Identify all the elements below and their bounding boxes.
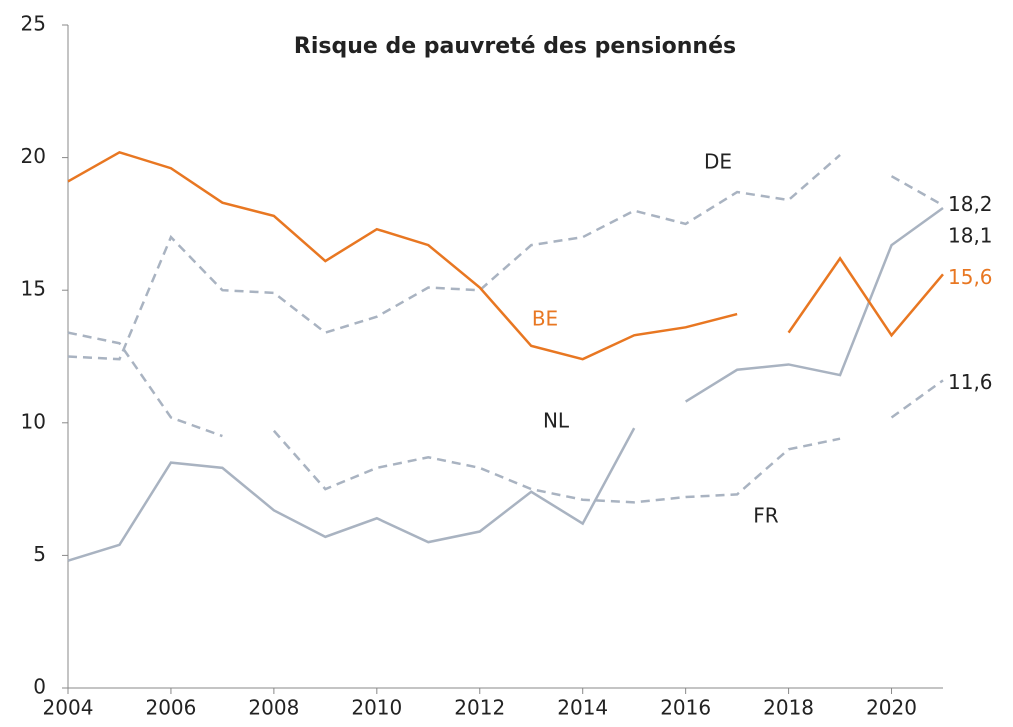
series-label: DE — [704, 150, 732, 174]
y-tick-label: 15 — [21, 277, 46, 301]
value-label: 18,1 — [948, 223, 993, 247]
series-label: NL — [543, 409, 570, 433]
x-tick-label: 2006 — [145, 696, 196, 720]
x-tick-label: 2014 — [557, 696, 608, 720]
y-tick-label: 25 — [21, 12, 46, 36]
line — [67, 150, 738, 361]
x-tick-label: 2008 — [248, 696, 299, 720]
x-tick-label: 2020 — [866, 696, 917, 720]
line — [890, 175, 944, 207]
y-tick-label: 10 — [21, 409, 46, 433]
x-tick-label: 2012 — [454, 696, 505, 720]
line — [890, 379, 944, 419]
y-tick-label: 0 — [33, 675, 46, 699]
line — [272, 429, 841, 504]
value-label: 11,6 — [948, 370, 993, 394]
value-label: 18,2 — [948, 192, 993, 216]
line — [684, 206, 944, 403]
series-label: BE — [532, 307, 558, 331]
y-tick-label: 20 — [21, 144, 46, 168]
line — [67, 154, 841, 361]
series-label: FR — [753, 504, 779, 528]
x-tick-label: 2016 — [660, 696, 711, 720]
line — [67, 427, 636, 562]
chart-title: Risque de pauvreté des pensionnés — [294, 34, 736, 59]
x-tick-label: 2004 — [43, 696, 94, 720]
value-label: 15,6 — [948, 265, 993, 289]
line — [67, 331, 223, 438]
line — [787, 256, 944, 338]
x-tick-label: 2018 — [763, 696, 814, 720]
y-tick-label: 5 — [33, 542, 46, 566]
x-tick-label: 2010 — [351, 696, 402, 720]
